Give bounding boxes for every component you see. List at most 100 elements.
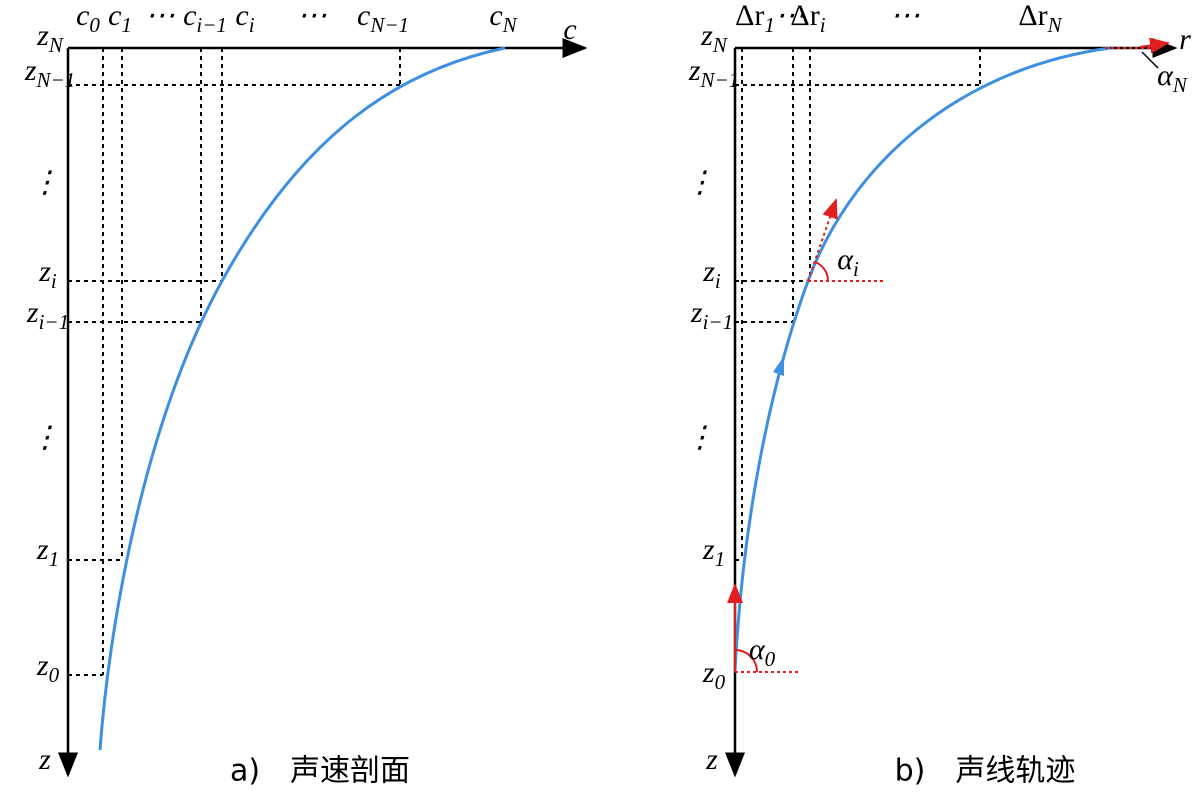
label-sub: i [820,13,826,37]
ray-path [733,46,1111,673]
label-base: c [357,0,370,32]
label-base: z [690,296,703,329]
label: c [563,13,576,46]
label-sub: i [249,13,255,37]
label-sub: N [48,33,64,57]
label-sub: N−1 [36,68,76,92]
label-sub: 0 [49,663,60,687]
label: z [705,743,718,776]
label-sub: 0 [89,13,100,37]
label-sub: i [715,269,721,293]
label-sub: N [1172,73,1188,97]
label-sub: N [712,33,728,57]
panel-b [725,37,1178,778]
label: c0 [76,0,100,37]
label-base: z [36,649,49,682]
label-sub: i−1 [196,13,227,37]
label: Δri [790,0,825,37]
label-base: c [489,0,502,32]
label-sub: i [51,269,57,293]
label-base: z [702,255,715,288]
label-sub: 1 [121,13,132,37]
reference-lines [735,47,1150,673]
label-base: z [700,19,713,52]
label-base: z [36,533,49,566]
label-sub: 0 [715,670,726,694]
label-base: z [702,656,715,689]
label-sub: N−1 [369,13,409,37]
label: ΔrN [1018,0,1062,37]
sound-speed-curve [98,46,506,751]
label: ci [235,0,254,37]
label: a) 声速剖面 [230,754,410,789]
label-sub: N [1047,13,1063,37]
label: zi [702,255,721,293]
label: ⋯ [297,0,327,32]
label: z [38,743,51,776]
guide-lines [68,48,401,676]
label-sub: N−1 [700,68,740,92]
label-base: c [235,0,248,32]
label: zi−1 [26,296,69,334]
label: αN [1157,59,1188,97]
label-base: z [38,255,51,288]
label-base: z [24,54,37,87]
label: b) 声线轨迹 [895,754,1076,789]
label-sub: 0 [765,647,776,671]
label-sub: N [502,13,518,37]
label: ⋯ [775,0,805,32]
label-sub: 1 [49,547,60,571]
label-base: c [183,0,196,32]
label: ⋮ [685,421,715,454]
label-base: Δr [1018,0,1047,32]
label: ⋯ [145,0,175,32]
label-base: c [108,0,121,32]
angle-arc [814,261,830,282]
label-sub: i [853,257,859,281]
tangent-arrow [807,198,838,282]
label: z0 [36,649,60,687]
label: zN−1 [688,54,739,92]
label: zN−1 [24,54,75,92]
label: z0 [702,656,726,694]
ray-direction [773,356,784,376]
label: cN [489,0,517,37]
angle-arc [734,649,758,673]
label: r [1179,23,1191,56]
label-base: c [76,0,89,32]
label: z1 [702,533,725,571]
label-base: z [688,54,701,87]
label-sub: 1 [764,13,775,37]
label: ⋯ [890,0,920,32]
label-leader [1141,51,1159,69]
guide-lines [735,48,981,561]
panel-a [58,38,588,778]
label-base: α [749,633,766,666]
label-base: z [702,533,715,566]
label-base: Δr [790,0,819,32]
label: zN [36,19,64,57]
label: αi [837,243,859,281]
label-base: Δr [735,0,764,32]
label: ⋮ [30,421,60,454]
label: c1 [108,0,132,37]
label: α0 [749,633,776,671]
label-base: α [1157,59,1174,92]
label: ⋮ [30,166,60,199]
label: zi [38,255,57,293]
label-sub: i−1 [39,310,70,334]
label-sub: i−1 [703,310,734,334]
label: ⋮ [685,166,715,199]
label-base: z [36,19,49,52]
label-base: z [26,296,39,329]
label: cN−1 [357,0,409,37]
label: Δr1 [735,0,775,37]
label: ci−1 [183,0,227,37]
label: z1 [36,533,59,571]
label-base: α [837,243,854,276]
label: zi−1 [690,296,733,334]
label: zN [700,19,728,57]
tangent-arrow [1139,37,1170,54]
label-sub: 1 [715,547,726,571]
